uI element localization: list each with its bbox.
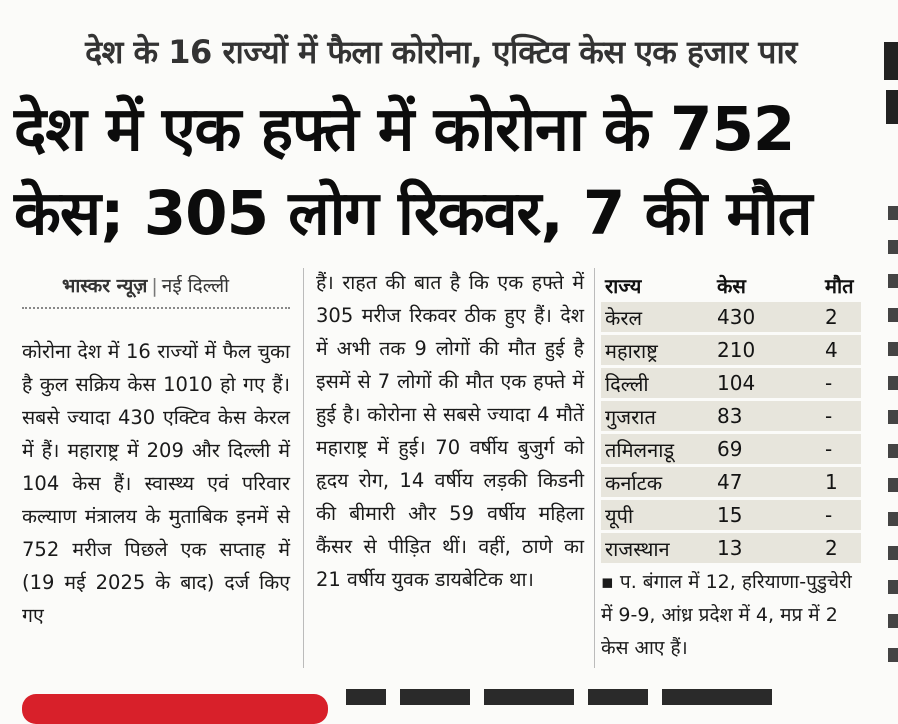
article-column-1: कोरोना देश में 16 राज्यों में फैल चुका ह… [22,340,290,627]
cell-deaths: - [825,503,833,527]
table-row: राजस्थान 13 2 [601,533,861,563]
table-row: दिल्ली 104 - [601,368,861,398]
cell-state: महाराष्ट्र [605,338,658,363]
cell-cases: 69 [717,437,743,461]
cell-cases: 15 [717,503,743,527]
adjacent-article-edge [876,30,898,690]
table-row: यूपी 15 - [601,500,861,530]
cell-cases: 13 [717,536,743,560]
cell-state: कर्नाटक [605,470,663,495]
byline-source: भास्कर न्यूज़ [62,275,148,297]
cell-state: दिल्ली [605,371,649,396]
red-banner [22,694,328,724]
cell-deaths: 2 [825,536,838,560]
cell-cases: 430 [717,305,756,329]
cell-state: यूपी [605,503,634,528]
byline-divider [22,307,290,309]
kicker-headline: देश के 16 राज्यों में फैला कोरोना, एक्टि… [85,33,797,71]
main-headline: देश में एक हफ्ते में कोरोना के 752 केस; … [14,88,864,256]
table-row: कर्नाटक 47 1 [601,467,861,497]
table-row: गुजरात 83 - [601,401,861,431]
cell-state: राजस्थान [605,536,670,561]
table-row: महाराष्ट्र 210 4 [601,335,861,365]
column-rule-1 [303,268,304,668]
next-headline-fragment [346,689,866,707]
table-row: केरल 430 2 [601,302,861,332]
cell-state: गुजरात [605,404,656,429]
cell-deaths: - [825,404,833,428]
cell-cases: 210 [717,338,756,362]
cell-cases: 47 [717,470,743,494]
cell-state: तमिलनाडू [605,437,675,462]
byline-city: नई दिल्ली [161,275,230,297]
table-row: तमिलनाडू 69 - [601,434,861,464]
header-state: राज्य [605,273,642,298]
header-cases: केस [717,273,746,298]
cell-deaths: 4 [825,338,838,362]
table-footnote: ▪ प. बंगाल में 12, हरियाणा-पुडुचेरी में … [601,571,852,659]
header-deaths: मौत [825,273,854,298]
headline-line-1: देश में एक हफ्ते में कोरोना के 752 [14,94,795,165]
state-cases-table: राज्य केस मौत केरल 430 2 महाराष्ट्र 210 … [601,268,861,566]
cell-cases: 83 [717,404,743,428]
byline-separator: | [151,275,158,297]
cell-deaths: - [825,437,833,461]
byline: भास्कर न्यूज़ | नई दिल्ली [62,272,229,298]
cell-deaths: - [825,371,833,395]
headline-line-2: केस; 305 लोग रिकवर, 7 की मौत [14,178,813,249]
table-header-row: राज्य केस मौत [601,271,861,299]
cell-deaths: 2 [825,305,838,329]
column-rule-2 [594,268,595,668]
cell-state: केरल [605,305,643,330]
cell-deaths: 1 [825,470,838,494]
cell-cases: 104 [717,371,756,395]
article-column-2: हैं। राहत की बात है कि एक हफ्ते में 305 … [316,271,584,591]
